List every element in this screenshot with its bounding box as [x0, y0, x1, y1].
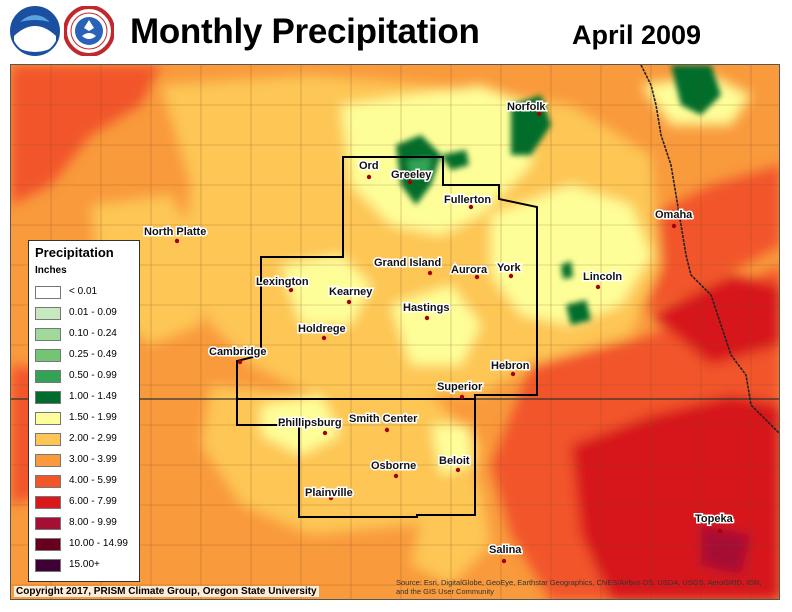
legend-label: 6.00 - 7.99	[69, 496, 117, 507]
legend-swatch	[35, 391, 61, 404]
map-period: April 2009	[572, 20, 702, 50]
legend-label: < 0.01	[69, 286, 98, 297]
city-label-york: York	[497, 262, 522, 274]
legend-swatch	[35, 328, 61, 341]
city-label-aurora: Aurora	[451, 264, 488, 276]
city-label-osborne: Osborne	[371, 460, 416, 472]
legend-label: 1.00 - 1.49	[69, 391, 117, 402]
city-dot-grand-island	[427, 270, 433, 276]
legend-swatch	[35, 349, 61, 362]
city-label-salina: Salina	[489, 544, 522, 556]
map-title: Monthly Precipitation	[130, 12, 480, 51]
legend-swatch	[35, 454, 61, 467]
city-label-ord: Ord	[359, 160, 379, 172]
city-label-superior: Superior	[437, 381, 483, 393]
city-label-topeka: Topeka	[695, 513, 734, 525]
city-dot-north-platte	[174, 238, 180, 244]
legend-label: 8.00 - 9.99	[69, 517, 117, 528]
legend-swatch	[35, 286, 61, 299]
legend-label: 0.10 - 0.24	[69, 328, 117, 339]
city-dot-cambridge	[237, 359, 243, 365]
city-label-fullerton: Fullerton	[444, 194, 491, 206]
precip-green-patches	[396, 65, 721, 325]
noaa-logo	[10, 6, 60, 56]
city-label-lexington: Lexington	[256, 276, 309, 288]
copyright-notice: Copyright 2017, PRISM Climate Group, Ore…	[14, 586, 319, 597]
legend-swatch	[35, 559, 61, 572]
city-label-plainville: Plainville	[305, 487, 353, 499]
city-label-grand-island: Grand Island	[374, 257, 441, 269]
header: Monthly Precipitation April 2009	[0, 0, 792, 64]
city-dot-osborne	[393, 473, 399, 479]
legend-title: Precipitation	[35, 245, 114, 260]
legend-label: 4.00 - 5.99	[69, 475, 117, 486]
city-label-north-platte: North Platte	[144, 226, 206, 238]
city-markers	[174, 111, 723, 564]
city-dot-salina	[501, 558, 507, 564]
legend-label: 15.00+	[69, 559, 100, 570]
legend-label: 3.00 - 3.99	[69, 454, 117, 465]
city-dot-greeley	[407, 179, 413, 185]
legend-label: 1.50 - 1.99	[69, 412, 117, 423]
city-dot-york	[508, 273, 514, 279]
city-dot-ord	[366, 174, 372, 180]
legend-swatch	[35, 412, 61, 425]
city-dot-beloit	[455, 467, 461, 473]
legend-swatch	[35, 538, 61, 551]
missouri-river-boundary	[640, 65, 779, 435]
city-label-lincoln: Lincoln	[583, 271, 622, 283]
city-dot-lexington	[288, 287, 294, 293]
legend-label: 0.01 - 0.09	[69, 307, 117, 318]
precip-field	[11, 65, 779, 599]
city-dot-lincoln	[595, 284, 601, 290]
national-weather-service-logo	[63, 5, 115, 57]
city-label-omaha: Omaha	[655, 209, 693, 221]
legend-label: 0.50 - 0.99	[69, 370, 117, 381]
legend-label: 10.00 - 14.99	[69, 538, 128, 549]
city-label-greeley: Greeley	[391, 169, 432, 181]
legend-units: Inches	[35, 265, 67, 276]
city-label-beloit: Beloit	[439, 455, 470, 467]
city-label-kearney: Kearney	[329, 286, 373, 298]
city-dot-holdrege	[321, 335, 327, 341]
city-label-cambridge: Cambridge	[209, 346, 266, 358]
city-dot-phillipsburg	[322, 430, 328, 436]
city-dot-plainville	[328, 495, 334, 501]
city-dot-fullerton	[468, 204, 474, 210]
city-dot-hastings	[424, 315, 430, 321]
city-label-hebron: Hebron	[491, 360, 530, 372]
city-label-smith-center: Smith Center	[349, 413, 418, 425]
basemap-source-credit: Source: Esri, DigitalGlobe, GeoEye, Eart…	[396, 578, 762, 596]
legend-label: 2.00 - 2.99	[69, 433, 117, 444]
legend-swatch	[35, 496, 61, 509]
legend-swatch	[35, 433, 61, 446]
city-dot-kearney	[346, 299, 352, 305]
city-dot-superior	[459, 394, 465, 400]
legend-label: 0.25 - 0.49	[69, 349, 117, 360]
city-label-holdrege: Holdrege	[298, 323, 346, 335]
legend-swatch	[35, 475, 61, 488]
city-dot-omaha	[671, 223, 677, 229]
city-dot-aurora	[474, 274, 480, 280]
city-label-phillipsburg: Phillipsburg	[278, 417, 342, 429]
legend-swatch	[35, 517, 61, 530]
legend-swatch	[35, 307, 61, 320]
county-lines	[11, 65, 779, 599]
legend: Precipitation Inches < 0.01 0.01 - 0.09 …	[28, 240, 140, 582]
city-label-hastings: Hastings	[403, 302, 449, 314]
city-dot-topeka	[717, 528, 723, 534]
legend-swatch	[35, 370, 61, 383]
city-labels: Norfolk Ord Greeley Fullerton Omaha Nort…	[143, 100, 736, 558]
city-label-norfolk: Norfolk	[507, 101, 546, 113]
forecast-area-outline	[236, 156, 538, 518]
city-dot-norfolk	[536, 111, 542, 117]
city-dot-hebron	[510, 371, 516, 377]
city-dot-smith-center	[384, 427, 390, 433]
